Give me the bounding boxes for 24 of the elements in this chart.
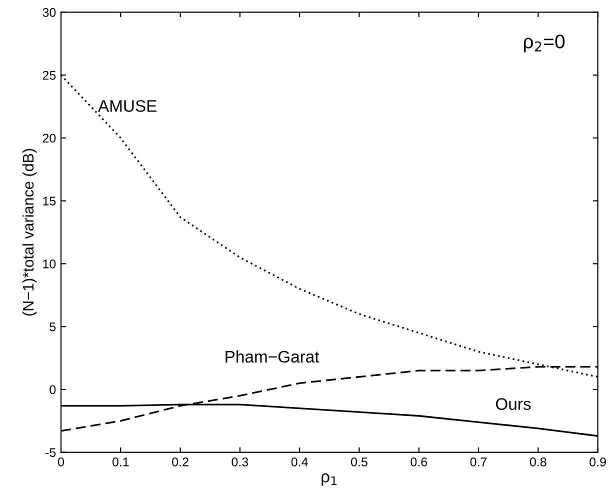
series-label: Ours: [496, 398, 531, 410]
y-tick-label: -5: [46, 448, 56, 457]
y-tick-label: 20: [42, 134, 56, 143]
y-tick-label: 0: [50, 385, 56, 394]
y-tick-label: 25: [42, 70, 56, 80]
x-axis-title: ρ$_{1}$: [322, 473, 337, 486]
x-tick-label: 0.4: [291, 458, 308, 466]
x-tick-label: 0.9: [590, 458, 606, 466]
x-tick-label: 0.7: [470, 458, 487, 466]
x-tick-label: 0.1: [112, 458, 129, 466]
y-tick-label: 10: [43, 260, 56, 268]
y-axis-title: (N−1)*total variance (dB): [22, 148, 37, 316]
x-tick-label: 0: [58, 458, 64, 466]
y-tick-label: 15: [43, 196, 56, 206]
x-tick-label: 0.8: [530, 458, 546, 466]
series-label: AMUSE: [98, 100, 157, 112]
y-tick-label: 5: [50, 322, 56, 332]
annotation: ρ$_{2}$=0: [524, 34, 565, 52]
series-label: Pham−Garat: [226, 350, 320, 363]
y-tick-label: 30: [42, 8, 56, 17]
x-tick-label: 0.2: [172, 458, 188, 466]
x-tick-label: 0.5: [351, 458, 368, 466]
x-tick-label: 0.6: [410, 458, 428, 466]
x-tick-label: 0.3: [232, 458, 248, 466]
